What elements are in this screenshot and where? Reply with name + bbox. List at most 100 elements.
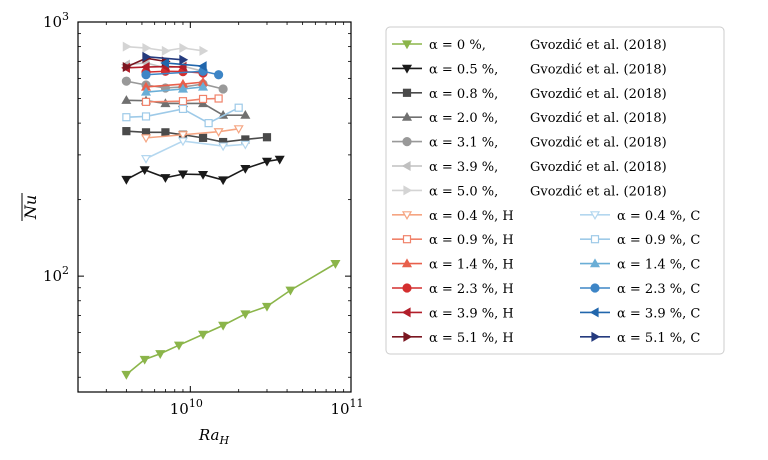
- series-9: [140, 76, 209, 91]
- legend-label: α = 3.9 %, H: [429, 306, 514, 321]
- data-point: [199, 45, 209, 56]
- series-line: [165, 62, 204, 67]
- legend-label: α = 1.4 %, C: [617, 258, 700, 273]
- data-point: [140, 61, 150, 73]
- plot-lines: [121, 41, 341, 380]
- data-point: [160, 174, 171, 183]
- legend-item: α = 0 %, Gvozdić et al. (2018): [392, 38, 667, 53]
- data-point: [218, 176, 229, 186]
- y-tick-label: 102: [43, 264, 69, 285]
- data-point: [122, 41, 132, 52]
- data-point: [121, 370, 132, 380]
- legend-label: α = 3.9 %, C: [617, 306, 700, 321]
- legend-marker: [401, 40, 413, 50]
- data-point: [177, 83, 188, 93]
- data-point: [140, 155, 152, 164]
- data-point: [161, 45, 171, 56]
- series-line: [125, 262, 336, 376]
- legend-item: α = 0.4 %, C: [580, 209, 700, 224]
- legend-label: α = 0.5 %,: [429, 62, 498, 77]
- data-point: [240, 164, 251, 174]
- data-point: [141, 97, 151, 106]
- legend-label: α = 5.1 %, C: [617, 331, 700, 346]
- data-point: [121, 95, 132, 104]
- y-axis-label: Nu: [21, 193, 40, 221]
- data-point: [139, 166, 150, 176]
- data-point: [179, 54, 189, 65]
- x-tick-label: 1011: [330, 397, 363, 418]
- y-axis-label-text: Nu: [21, 195, 40, 220]
- data-point: [198, 81, 209, 91]
- legend-marker: [402, 235, 412, 244]
- x-tick-label: 1010: [170, 397, 203, 418]
- data-point: [122, 127, 131, 136]
- axis-ticks: 1010 1011 102 103: [43, 10, 364, 418]
- data-point: [140, 86, 152, 96]
- data-point: [234, 103, 243, 112]
- series-17: [160, 57, 207, 72]
- data-point: [274, 155, 285, 165]
- legend-label: α = 0.9 %, C: [617, 233, 700, 248]
- legend-marker: [589, 258, 601, 268]
- legend-marker: [403, 185, 413, 196]
- data-point: [198, 133, 208, 142]
- legend-label: α = 1.4 %, H: [429, 258, 514, 273]
- data-point: [178, 104, 188, 114]
- data-point: [142, 51, 152, 62]
- legend-item: α = 5.0 %, Gvozdić et al. (2018): [392, 184, 667, 199]
- data-point: [177, 131, 188, 140]
- data-point: [240, 140, 251, 150]
- legend-marker: [402, 137, 412, 147]
- series-0: [121, 260, 341, 380]
- data-point: [261, 302, 273, 312]
- data-point: [160, 57, 170, 68]
- legend-label: α = 3.9 %,: [429, 160, 498, 175]
- legend-item: α = 0.5 %, Gvozdić et al. (2018): [392, 62, 667, 77]
- legend-reference: Gvozdić et al. (2018): [530, 87, 667, 102]
- legend-item: α = 1.4 %, H: [392, 258, 514, 273]
- data-point: [121, 76, 131, 86]
- data-point: [177, 170, 188, 180]
- legend-item: α = 3.9 %, Gvozdić et al. (2018): [392, 160, 667, 175]
- series-line: [145, 97, 219, 103]
- series-line: [145, 140, 246, 160]
- legend-reference: Gvozdić et al. (2018): [530, 111, 667, 126]
- series-6: [122, 41, 209, 56]
- data-point: [160, 98, 171, 108]
- legend-label: α = 5.0 %,: [429, 184, 498, 199]
- legend-item: α = 3.1 %, Gvozdić et al. (2018): [392, 136, 667, 151]
- legend-item: α = 3.9 %, C: [580, 306, 700, 321]
- data-point: [142, 42, 152, 54]
- data-point: [139, 355, 150, 365]
- data-point: [218, 84, 228, 94]
- data-point: [214, 70, 224, 80]
- legend-label: α = 0.8 %,: [429, 87, 498, 102]
- legend-item: α = 2.3 %, C: [580, 282, 700, 297]
- data-point: [177, 137, 188, 147]
- data-point: [141, 112, 151, 121]
- legend-label: α = 2.3 %, H: [429, 282, 514, 297]
- series-7: [140, 125, 244, 144]
- legend-label: α = 3.1 %,: [429, 136, 498, 151]
- legend-box: [385, 26, 725, 355]
- y-tick-label: 103: [43, 10, 69, 31]
- data-point: [197, 61, 207, 72]
- data-point: [218, 321, 229, 331]
- legend-item: α = 2.3 %, H: [392, 282, 514, 297]
- legend-reference: Gvozdić et al. (2018): [530, 184, 667, 199]
- series-16: [141, 66, 224, 80]
- data-point: [141, 70, 151, 80]
- data-point: [240, 109, 251, 119]
- legend-marker: [401, 64, 413, 74]
- data-point: [122, 113, 131, 122]
- data-point: [218, 142, 229, 152]
- data-point: [122, 61, 132, 73]
- data-point: [140, 134, 152, 144]
- series-13: [140, 137, 251, 164]
- data-point: [330, 260, 341, 269]
- legend-marker: [402, 283, 412, 293]
- legend-label: α = 2.0 %,: [429, 111, 498, 126]
- data-point: [240, 310, 251, 320]
- legend-marker: [590, 235, 600, 244]
